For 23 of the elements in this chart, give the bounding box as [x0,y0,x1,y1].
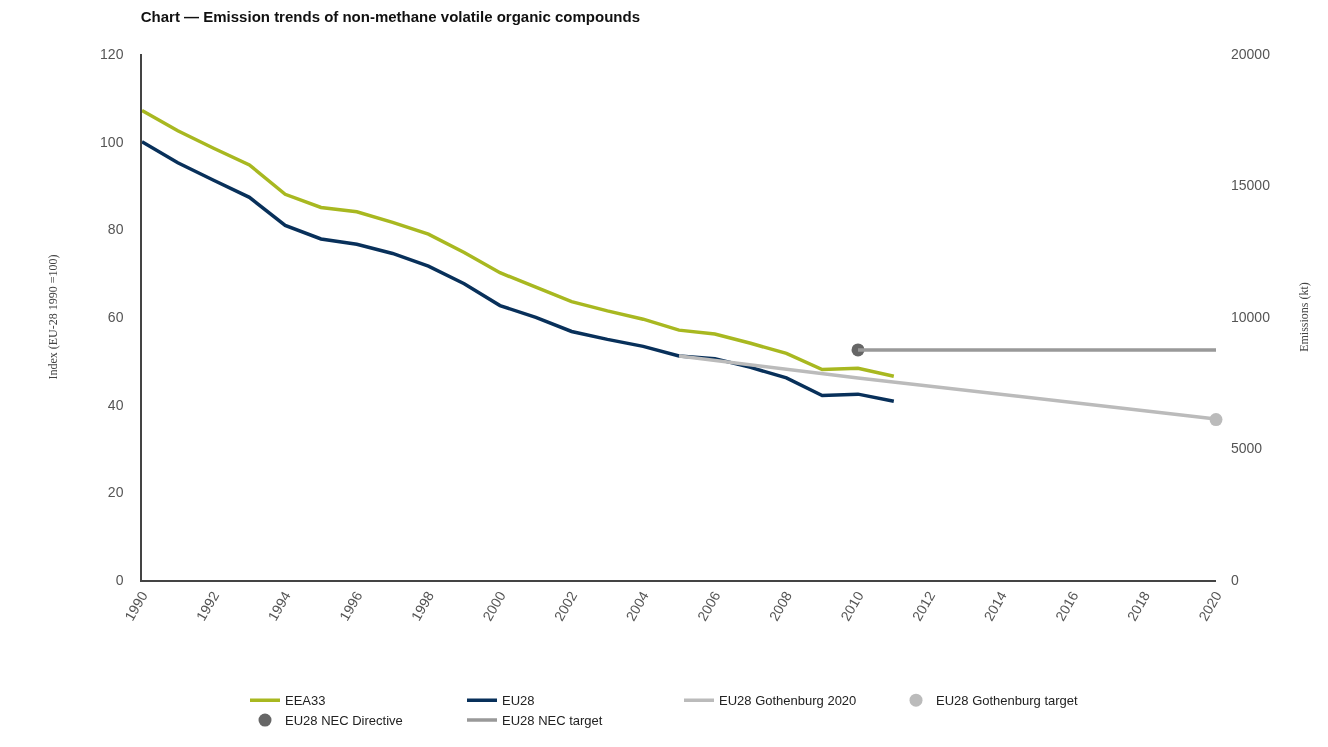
y2-tick-label: 0 [1231,571,1239,588]
legend-label: EU28 NEC target [502,713,603,729]
y-axis-title: Index (EU-28 1990 =100) [45,254,60,380]
y2-tick-label: 15000 [1231,177,1271,194]
y-tick-label: 60 [107,308,124,325]
legend-label: EU28 Gothenburg target [936,693,1079,709]
legend-label: EU28 NEC Directive [285,713,403,729]
y-tick-label: 20 [107,484,124,501]
line-series [142,108,896,378]
y2-axis-title: Emissions (kt) [1297,282,1312,352]
y-tick-label: 100 [100,133,124,150]
line-series [142,139,896,403]
y-tick-label: 0 [115,571,124,588]
y-tick-label: 40 [107,396,124,413]
legend-label: EU28 [502,693,535,709]
chart-title: Chart — Emission trends of non-methane volatile organic compounds [140,7,640,25]
y2-tick-label: 5000 [1231,440,1263,457]
y2-tick-label: 10000 [1231,308,1271,325]
y-tick-label: 80 [107,221,124,238]
legend-label: EEA33 [285,693,326,709]
legend-label: EU28 Gothenburg 2020 [719,693,857,709]
y-tick-label: 120 [100,45,124,62]
y2-tick-label: 20000 [1231,45,1271,62]
